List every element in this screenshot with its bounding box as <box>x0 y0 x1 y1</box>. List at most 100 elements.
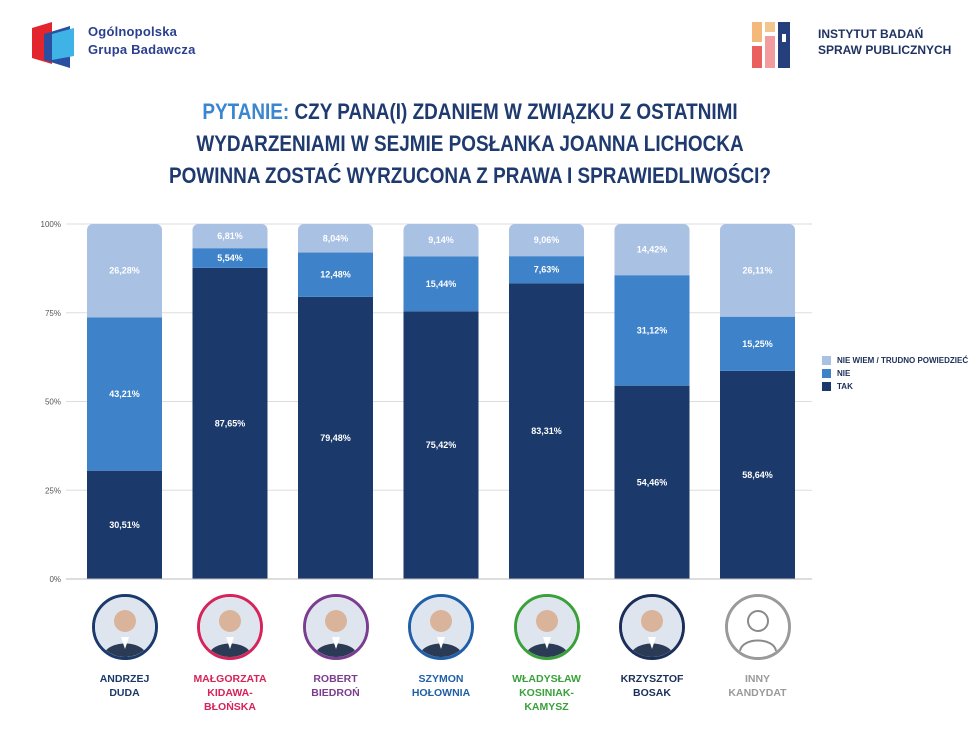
bar-segment <box>509 224 584 257</box>
data-label: 15,44% <box>426 279 457 289</box>
generic-person-icon <box>727 597 788 657</box>
data-label: 58,64% <box>742 470 773 480</box>
ogb-logo-line2: Grupa Badawcza <box>88 42 196 57</box>
y-tick-label: 25% <box>45 486 61 495</box>
person-icon <box>200 597 260 657</box>
candidate: WŁADYSŁAW KOSINIAK-KAMYSZ <box>507 594 587 714</box>
data-label: 26,28% <box>109 266 140 276</box>
bar-segment <box>509 256 584 284</box>
candidate: SZYMON HOŁOWNIA <box>401 594 481 700</box>
candidate-name: INNY KANDYDAT <box>728 673 787 699</box>
candidate-avatar <box>302 594 369 660</box>
legend-item: TAK <box>822 380 968 393</box>
bar-segment <box>614 224 690 276</box>
data-label: 75,42% <box>426 440 457 450</box>
bar-segment <box>87 224 162 318</box>
y-tick-label: 50% <box>45 398 61 407</box>
data-label: 43,21% <box>109 389 140 399</box>
question-prefix: PYTANIE: <box>202 99 290 124</box>
candidate: MAŁGORZATA KIDAWA-BŁOŃSKA <box>190 594 270 714</box>
y-tick-label: 100% <box>41 220 61 229</box>
bar-group: 30,51% 43,21% 26,28% <box>87 224 162 579</box>
person-icon <box>94 597 155 657</box>
data-label: 5,54% <box>217 253 243 263</box>
bar-segment <box>614 275 690 386</box>
candidate: ROBERT BIEDROŃ <box>296 594 376 700</box>
bar-segment <box>87 470 162 579</box>
ibsp-logo-line1: INSTYTUT BADAŃ <box>818 27 924 41</box>
bar-segment <box>298 224 373 253</box>
data-label: 26,11% <box>742 265 772 275</box>
legend-item: NIE WIEM / TRUDNO POWIEDZIEĆ <box>822 354 968 367</box>
question-title: PYTANIE: CZY PANA(I) ZDANIEM W ZWIĄZKU Z… <box>169 96 771 192</box>
bar-segment <box>720 224 795 317</box>
bar-group: 83,31% 7,63% 9,06% <box>509 224 584 579</box>
person-icon <box>516 597 577 657</box>
ibsp-logo: INSTYTUT BADAŃ SPRAW PUBLICZNYCH <box>752 20 952 75</box>
bar-segment <box>614 385 690 579</box>
bar-segment <box>87 317 162 471</box>
legend-swatch <box>822 382 831 391</box>
data-label: 30,51% <box>109 520 140 530</box>
bar-group: 54,46% 31,12% 14,42% <box>614 224 690 579</box>
candidate-avatar <box>408 594 474 660</box>
candidate-avatar <box>513 594 580 660</box>
person-icon <box>411 597 471 657</box>
bar-group: 75,42% 15,44% 9,14% <box>403 224 479 579</box>
legend-item: NIE <box>822 367 968 380</box>
candidate-avatar <box>91 594 158 660</box>
candidate-name: ROBERT BIEDROŃ <box>311 673 360 699</box>
candidate: KRZYSZTOF BOSAK <box>612 594 692 700</box>
data-label: 87,65% <box>215 418 246 428</box>
bar-segment <box>298 252 373 297</box>
data-label: 79,48% <box>320 433 351 443</box>
bar-segment <box>192 248 268 268</box>
bar-segment <box>403 224 479 257</box>
person-icon <box>622 597 682 657</box>
candidate-name: ANDRZEJ DUDA <box>99 673 150 699</box>
bar-segment <box>720 316 795 371</box>
bar-segment <box>403 311 479 579</box>
ibsp-logo-line2: SPRAW PUBLICZNYCH <box>818 43 952 57</box>
stacked-bar-chart: 0% 25% 50% 75% 100% 30,51% 43,21% 26,28% 87,65% 5… <box>41 220 812 584</box>
data-label: 7,63% <box>534 265 560 275</box>
candidate: ANDRZEJ DUDA <box>85 594 165 700</box>
legend-label: NIE WIEM / TRUDNO POWIEDZIEĆ <box>837 356 969 365</box>
data-label: 83,31% <box>531 426 562 436</box>
candidate-name: MAŁGORZATA KIDAWA-BŁOŃSKA <box>193 673 267 713</box>
data-label: 31,12% <box>637 325 668 335</box>
data-label: 54,46% <box>637 477 668 487</box>
person-icon <box>305 597 366 657</box>
candidate-name: SZYMON HOŁOWNIA <box>411 673 471 699</box>
data-label: 6,81% <box>217 231 243 241</box>
ogb-logo-icon <box>32 22 74 68</box>
bar-segment <box>192 224 268 249</box>
data-label: 9,14% <box>428 235 454 245</box>
candidate-avatar <box>619 594 685 660</box>
candidate-avatar <box>197 594 263 660</box>
data-label: 8,04% <box>323 233 349 243</box>
legend-label: NIE <box>837 369 851 378</box>
data-label: 9,06% <box>534 235 560 245</box>
data-label: 15,25% <box>742 339 773 349</box>
bar-segment <box>403 256 479 312</box>
ogb-logo-line1: Ogólnopolska <box>88 24 178 39</box>
data-label: 14,42% <box>637 245 668 255</box>
candidate: INNY KANDYDAT <box>718 594 798 700</box>
legend-swatch <box>822 356 831 365</box>
bar-segment <box>509 283 584 579</box>
candidate-name: KRZYSZTOF BOSAK <box>620 673 684 699</box>
y-tick-label: 75% <box>45 309 61 318</box>
ogb-logo-text: Ogólnopolska Grupa Badawcza <box>88 23 196 59</box>
y-tick-label: 0% <box>49 575 61 584</box>
candidate-name: WŁADYSŁAW KOSINIAK-KAMYSZ <box>512 673 581 713</box>
legend-swatch <box>822 369 831 378</box>
bar-segment <box>192 267 268 579</box>
candidate-avatar <box>724 594 791 660</box>
bar-group: 58,64% 15,25% 26,11% <box>720 224 795 579</box>
ibsp-logo-text: INSTYTUT BADAŃ SPRAW PUBLICZNYCH <box>818 26 951 58</box>
chart-legend: NIE WIEM / TRUDNO POWIEDZIEĆ NIE TAK <box>822 354 968 393</box>
legend-label: TAK <box>837 382 853 391</box>
question-text: CZY PANA(I) ZDANIEM W ZWIĄZKU Z OSTATNIM… <box>169 99 771 188</box>
ogolnopolska-grupa-badawcza-logo: Ogólnopolska Grupa Badawcza <box>30 20 230 75</box>
